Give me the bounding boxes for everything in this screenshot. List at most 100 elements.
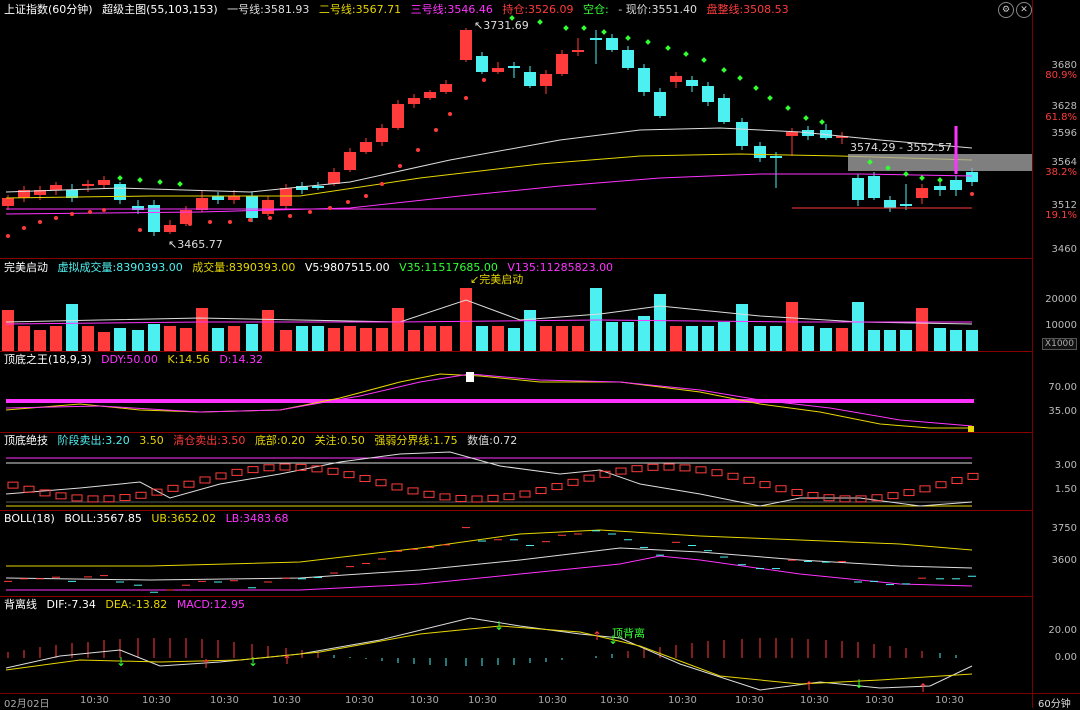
- empty-dot: [903, 171, 909, 177]
- volume-bar: [606, 322, 618, 351]
- num-label: 数值:: [467, 434, 493, 447]
- hold-dot: [6, 234, 10, 238]
- volume-bar: [508, 328, 520, 351]
- hold-dot: [38, 220, 42, 224]
- hold-dot: [398, 164, 402, 168]
- tech-box: [375, 479, 387, 487]
- tech-box: [199, 476, 211, 484]
- d-value: 14.32: [231, 353, 264, 366]
- hold-dot: [380, 182, 384, 186]
- hold-dot: [434, 128, 438, 132]
- macd-name[interactable]: 背离线: [4, 598, 37, 611]
- volume-bar: [654, 294, 666, 351]
- candle-body: [424, 92, 436, 98]
- hold-dot: [70, 212, 74, 216]
- hold-dot: [102, 208, 106, 212]
- tech-box: [935, 481, 947, 489]
- volume-bar: [280, 330, 292, 351]
- empty-dot: [767, 95, 773, 101]
- empty-dot: [885, 165, 891, 171]
- volume-bar: [852, 302, 864, 351]
- volume-bar: [590, 288, 602, 351]
- macd-label: MACD:: [176, 598, 214, 611]
- hold-dot: [228, 220, 232, 224]
- tech-box: [295, 463, 307, 471]
- candle-body: [164, 225, 176, 232]
- empty-dot: [645, 39, 651, 45]
- boll-ub: [6, 529, 973, 567]
- panel-separator[interactable]: [0, 258, 1032, 259]
- tech-box: [727, 472, 739, 480]
- boll-name[interactable]: BOLL(18): [4, 512, 55, 525]
- indicator-name[interactable]: 超级主图(55,103,153): [102, 3, 218, 16]
- d-label: D:: [219, 353, 232, 366]
- empty-dot: [137, 177, 143, 183]
- tech-box: [327, 467, 339, 475]
- tech-box: [135, 491, 147, 499]
- hold-dot: [364, 194, 368, 198]
- volume-bar: [360, 328, 372, 351]
- candle-body: [736, 122, 748, 146]
- v135-value: 11285823.00: [539, 261, 614, 274]
- panel-separator[interactable]: [0, 510, 1032, 511]
- candle-body: [344, 152, 356, 170]
- candle-body: [392, 104, 404, 128]
- v135-label: V135:: [507, 261, 540, 274]
- volume-bar: [572, 326, 584, 351]
- panel-separator[interactable]: [0, 596, 1032, 597]
- period-label[interactable]: 60分钟: [1038, 699, 1071, 710]
- tech-header: 顶底绝技 阶段卖出:3.20 3.50 清仓卖出:3.50 底部:0.20 关注…: [4, 434, 523, 448]
- line3-value: 3546.46: [447, 3, 493, 16]
- empty-dot: [919, 175, 925, 181]
- tech-box: [823, 494, 835, 502]
- time-label: 10:30: [80, 695, 109, 706]
- dif-line: [5, 617, 973, 691]
- bottom-label: 底部:: [254, 434, 281, 447]
- tech-box: [759, 481, 771, 489]
- volume-bar: [212, 328, 224, 351]
- settings-icon[interactable]: ⚙: [998, 2, 1014, 18]
- panel-separator[interactable]: [0, 351, 1032, 352]
- kdj-name[interactable]: 顶底之王(18,9,3): [4, 353, 92, 366]
- tech-box: [263, 464, 275, 472]
- close-icon[interactable]: ✕: [1016, 2, 1032, 18]
- hold-dot: [482, 78, 486, 82]
- tech-box: [663, 463, 675, 471]
- candle-body: [360, 142, 372, 152]
- volume-bar: [884, 330, 896, 351]
- panel-separator[interactable]: [0, 432, 1032, 433]
- candle-body: [296, 186, 308, 190]
- v35-label: V35:: [399, 261, 425, 274]
- time-axis[interactable]: 02月02日 10:30 10:30 10:30 10:30 10:30 10:30 10:3…: [0, 693, 1080, 710]
- chart-canvas[interactable]: ↓ ↓ ↓ ↓ ↓ ↑ ↑ ↑ ↑ ↑: [0, 0, 1032, 693]
- tech-name[interactable]: 顶底绝技: [4, 434, 48, 447]
- volume-bar: [66, 304, 78, 351]
- price-tick: 19.1%: [1045, 210, 1077, 221]
- time-label: 10:30: [668, 695, 697, 706]
- price-axis[interactable]: 3680 80.9% 3628 61.8% 3596 3564 38.2% 3512 19.1%…: [1032, 0, 1080, 708]
- tech-box: [23, 485, 35, 493]
- line2-label: 二号线:: [318, 3, 356, 16]
- unit-button[interactable]: X1000: [1041, 338, 1077, 350]
- volume-bar: [344, 326, 356, 351]
- focus-label: 关注:: [314, 434, 341, 447]
- ma-line-1: [5, 127, 973, 193]
- low-label: ↖3465.77: [168, 238, 223, 251]
- vol-name[interactable]: 完美启动: [4, 261, 48, 274]
- tech-tick: 1.50: [1054, 484, 1077, 495]
- volume-bar: [440, 326, 452, 351]
- tech-box: [471, 495, 483, 503]
- tech-box: [775, 485, 787, 493]
- ddy-value: 50.00: [126, 353, 158, 366]
- volume-bar: [524, 310, 536, 351]
- line2-value: 3567.71: [355, 3, 402, 16]
- hold-dot: [416, 148, 420, 152]
- tech-box: [503, 493, 515, 501]
- tech-box: [951, 476, 963, 484]
- tech-box: [631, 465, 643, 473]
- volume-bar: [328, 328, 340, 351]
- tech-box: [439, 493, 451, 501]
- tech-box: [231, 468, 243, 476]
- tech-box: [7, 481, 19, 489]
